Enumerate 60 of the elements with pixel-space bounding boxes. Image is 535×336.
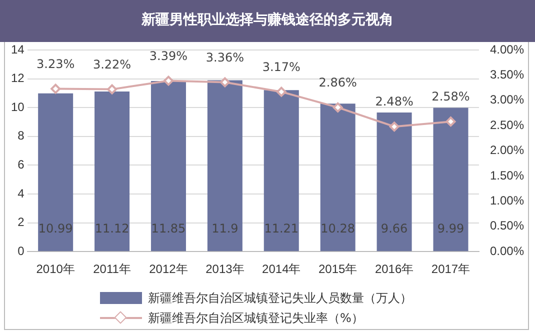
data-label: 10.28 xyxy=(320,222,356,236)
data-label: 2.48% xyxy=(375,94,414,109)
y2-tick-label: 2.50% xyxy=(490,118,524,132)
y2-tick-label: 1.50% xyxy=(490,168,524,182)
y-tick-label: 0 xyxy=(18,244,25,258)
data-label: 3.39% xyxy=(149,48,188,63)
x-tick-label: 2011年 xyxy=(93,262,131,276)
y-tick-label: 4 xyxy=(18,186,25,200)
y2-tick-label: 0.50% xyxy=(490,218,524,233)
data-label: 2.86% xyxy=(318,76,357,90)
data-label: 3.36% xyxy=(206,50,244,64)
y2-tick-label: 3.50% xyxy=(490,68,524,82)
data-label: 9.66 xyxy=(380,222,408,236)
bar xyxy=(433,108,468,252)
bar xyxy=(150,80,186,252)
y2-tick-label: 4.00% xyxy=(490,42,524,56)
point xyxy=(276,86,286,97)
bar xyxy=(38,93,74,252)
y-tick-label: 6 xyxy=(18,158,25,172)
bar xyxy=(376,112,412,252)
point xyxy=(50,84,61,94)
data-label: 11.12 xyxy=(94,222,130,236)
bar xyxy=(94,91,130,252)
data-label: 2.58% xyxy=(432,90,470,104)
bar xyxy=(207,80,242,252)
x-tick-label: 2012年 xyxy=(149,262,188,276)
x-tick-label: 2017年 xyxy=(431,262,470,276)
x-tick-label: 2016年 xyxy=(374,262,414,276)
data-label: 11.21 xyxy=(264,222,299,236)
bar xyxy=(264,90,299,252)
point xyxy=(446,116,456,127)
y-tick-label: 10 xyxy=(10,100,25,114)
legend-label: 新疆维吾尔自治区城镇登记失业率（%） xyxy=(148,310,364,326)
y2-tick-label: 1.00% xyxy=(490,194,524,208)
data-label: 9.99 xyxy=(437,222,464,236)
y-tick-label: 12 xyxy=(10,71,25,86)
data-label: 3.23% xyxy=(36,56,75,71)
legend-label: 新疆维吾尔自治区城镇登记失业人员数量（万人） xyxy=(148,290,412,306)
point xyxy=(220,77,230,88)
y-tick-label: 8 xyxy=(18,128,25,143)
chart-title: 新疆男性职业选择与赚钱途径的多元视角 xyxy=(0,0,535,42)
data-label: 11.9 xyxy=(212,222,238,236)
point xyxy=(163,76,174,86)
y2-tick-label: 2.00% xyxy=(490,143,524,158)
x-tick-label: 2015年 xyxy=(318,262,358,276)
data-label: 3.22% xyxy=(92,57,132,72)
data-label: 11.85 xyxy=(151,222,186,236)
x-tick-label: 2013年 xyxy=(206,262,244,276)
y2-tick-label: 3.00% xyxy=(490,92,524,107)
data-label: 10.99 xyxy=(38,222,73,236)
x-tick-label: 2014年 xyxy=(262,262,301,276)
point xyxy=(389,122,400,132)
y-tick-label: 2 xyxy=(18,215,25,230)
point xyxy=(332,102,343,112)
data-label: 3.17% xyxy=(262,60,300,74)
y2-tick-label: 0.00% xyxy=(490,244,524,258)
x-tick-label: 2010年 xyxy=(36,262,75,276)
bar xyxy=(320,104,356,252)
y-tick-label: 14 xyxy=(10,42,25,56)
point xyxy=(107,84,118,94)
